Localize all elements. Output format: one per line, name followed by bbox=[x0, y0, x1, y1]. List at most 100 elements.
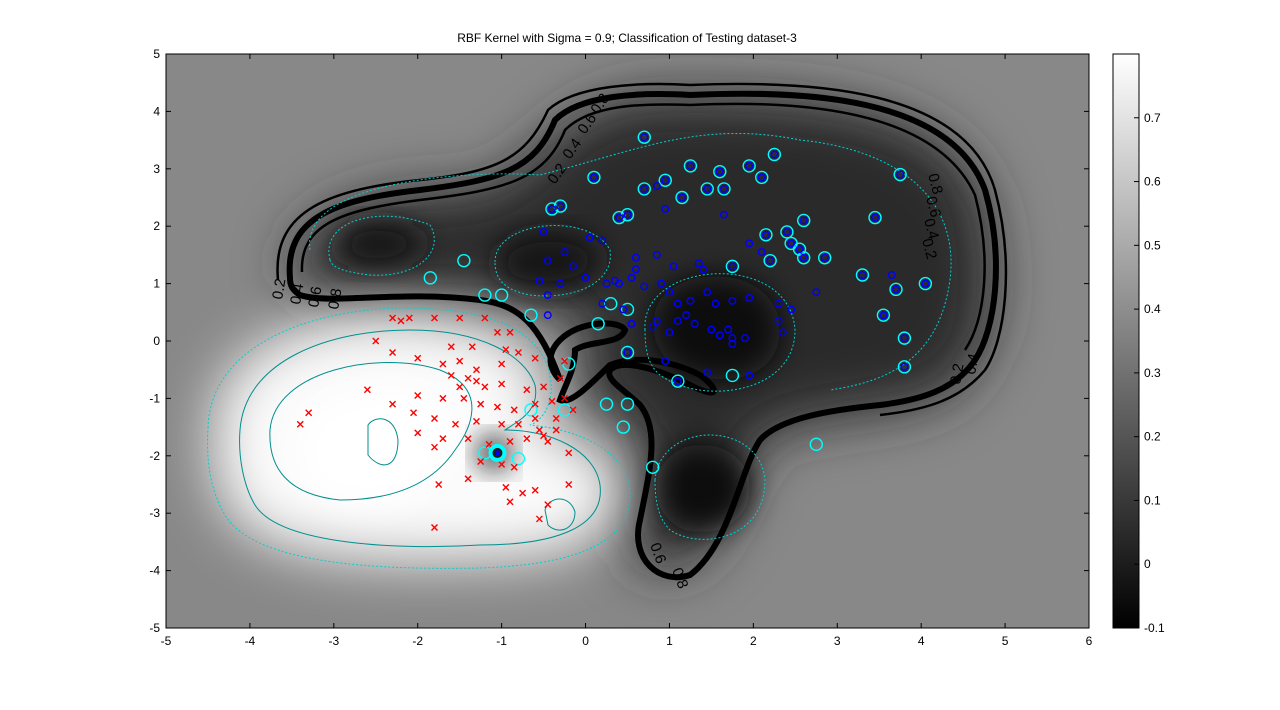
contour-label: 0.4 bbox=[920, 217, 942, 242]
scatter-layer bbox=[296, 133, 930, 532]
negative-sample-marker bbox=[627, 273, 636, 282]
negative-sample-marker bbox=[774, 316, 783, 325]
positive-sample-marker bbox=[540, 383, 548, 391]
negative-sample-marker bbox=[539, 227, 548, 236]
contour-neg-1 bbox=[328, 215, 435, 276]
negative-sample-marker bbox=[766, 256, 775, 265]
positive-sample-marker bbox=[481, 383, 489, 391]
support-vector-ring bbox=[599, 397, 614, 411]
positive-sample-marker bbox=[439, 394, 447, 402]
positive-sample-marker bbox=[305, 409, 313, 417]
contour-label: 0.2 bbox=[947, 362, 967, 385]
negative-sample-marker bbox=[694, 259, 703, 268]
support-vector-ring bbox=[645, 460, 660, 474]
y-tick-label: -3 bbox=[149, 506, 160, 520]
colorbar-tick-label: 0.2 bbox=[1144, 430, 1161, 444]
positive-sample-marker bbox=[472, 377, 480, 385]
negative-sample-marker bbox=[598, 299, 607, 308]
positive-sample-marker bbox=[535, 426, 543, 434]
positive-sample-marker bbox=[405, 314, 413, 322]
y-tick-label: 1 bbox=[153, 277, 160, 291]
positive-sample-marker bbox=[552, 414, 560, 422]
support-vector-ring bbox=[889, 282, 903, 297]
negative-sample-marker bbox=[631, 265, 640, 274]
negative-sample-marker bbox=[812, 288, 821, 297]
positive-sample-marker bbox=[439, 360, 447, 368]
support-vector-ring bbox=[562, 357, 576, 371]
y-tick-label: -4 bbox=[149, 564, 160, 578]
support-vector-ring bbox=[868, 210, 882, 225]
colorbar-tick-label: 0.4 bbox=[1144, 302, 1161, 316]
positive-sample-marker bbox=[519, 489, 527, 497]
negative-sample-marker bbox=[719, 210, 728, 219]
contour-label: 0.6 bbox=[646, 541, 669, 566]
negative-sample-marker bbox=[774, 299, 783, 308]
negative-sample-marker bbox=[619, 305, 628, 314]
x-tick-label: 6 bbox=[1086, 634, 1093, 648]
negative-sample-marker bbox=[703, 368, 712, 377]
negative-sample-marker bbox=[787, 239, 796, 248]
positive-sample-marker bbox=[531, 414, 539, 422]
negative-sample-marker bbox=[640, 184, 649, 193]
positive-sample-marker bbox=[531, 354, 539, 362]
support-vector-ring bbox=[809, 437, 823, 452]
negative-sample-marker bbox=[757, 173, 766, 182]
positive-sample-marker bbox=[472, 366, 480, 374]
positive-sample-marker bbox=[414, 392, 422, 400]
positive-sample-marker bbox=[552, 426, 560, 434]
positive-sample-marker bbox=[481, 314, 489, 322]
support-vector-ring bbox=[671, 374, 685, 388]
negative-sample-marker bbox=[686, 296, 695, 305]
support-vector-ring bbox=[637, 130, 651, 144]
positive-sample-marker bbox=[397, 317, 405, 325]
negative-sample-marker bbox=[661, 357, 670, 366]
negative-sample-marker bbox=[598, 236, 607, 245]
positive-sample-marker bbox=[565, 481, 573, 488]
negative-sample-marker bbox=[728, 339, 737, 348]
positive-sample-marker bbox=[389, 314, 397, 322]
highlighted-point-center bbox=[494, 450, 500, 456]
negative-sample-marker bbox=[631, 253, 640, 262]
negative-sample-marker bbox=[740, 334, 749, 343]
positive-core bbox=[300, 389, 457, 504]
support-vector-ring bbox=[620, 302, 635, 317]
negative-sample-marker bbox=[896, 170, 905, 179]
negative-core-left bbox=[338, 220, 422, 269]
positive-sample-marker bbox=[510, 406, 518, 414]
support-vector-ring bbox=[780, 225, 794, 239]
negative-sample-marker bbox=[728, 296, 737, 305]
negative-sample-marker bbox=[682, 311, 691, 320]
plot-area: 0.2 0.4 0.6 0.8 0.8 0.6 0.4 0.2 0.2 0.4 … bbox=[165, 53, 1090, 629]
negative-sample-marker bbox=[778, 328, 787, 337]
negative-sample-marker bbox=[673, 316, 682, 325]
contour-label: 0.8 bbox=[924, 172, 946, 197]
negative-sample-marker bbox=[745, 239, 754, 248]
y-tick-label: 3 bbox=[153, 162, 160, 176]
negative-core-center bbox=[652, 276, 780, 380]
negative-core-mid bbox=[496, 231, 601, 291]
support-vector-ring bbox=[817, 251, 832, 265]
negative-sample-marker bbox=[745, 161, 754, 170]
positive-sample-marker bbox=[363, 386, 371, 394]
negative-sample-marker bbox=[699, 265, 708, 274]
positive-sample-marker bbox=[510, 463, 518, 471]
positive-sample-marker bbox=[498, 420, 506, 428]
negative-sample-marker bbox=[657, 279, 666, 288]
negative-sample-marker bbox=[623, 210, 632, 219]
colorbar-tick-label: 0.1 bbox=[1144, 493, 1161, 507]
negative-sample-marker bbox=[745, 371, 754, 380]
positive-sample-marker bbox=[414, 354, 422, 362]
chart-title: RBF Kernel with Sigma = 0.9; Classificat… bbox=[457, 31, 797, 45]
negative-sample-marker bbox=[627, 319, 636, 328]
support-vector-ring bbox=[637, 182, 651, 196]
negative-sample-marker bbox=[623, 348, 632, 357]
contour-neg-2 bbox=[494, 225, 611, 297]
negative-sample-marker bbox=[585, 233, 594, 242]
support-vector-ring bbox=[713, 164, 727, 179]
negative-core-bottom bbox=[656, 444, 751, 533]
positive-sample-marker bbox=[477, 458, 485, 466]
x-tick-label: -5 bbox=[161, 634, 172, 648]
positive-sample-marker bbox=[502, 483, 510, 491]
positive-sample-marker bbox=[296, 420, 304, 428]
